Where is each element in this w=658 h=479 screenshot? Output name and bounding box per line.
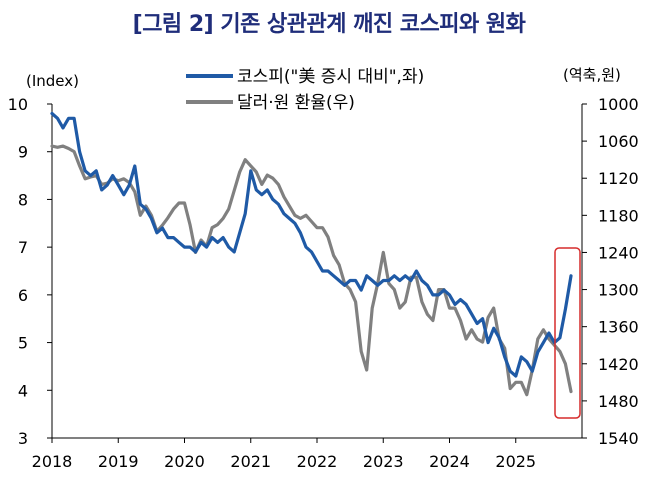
x-tick-label: 2025 bbox=[495, 452, 536, 471]
right-tick-label: 1180 bbox=[598, 206, 639, 225]
left-tick-label: 9 bbox=[18, 143, 28, 162]
x-tick-label: 2022 bbox=[297, 452, 338, 471]
left-tick-label: 6 bbox=[18, 286, 28, 305]
x-tick-label: 2021 bbox=[230, 452, 271, 471]
right-tick-label: 1480 bbox=[598, 392, 639, 411]
x-tick-label: 2018 bbox=[32, 452, 73, 471]
left-tick-label: 5 bbox=[18, 334, 28, 353]
right-tick-label: 1000 bbox=[598, 95, 639, 114]
left-tick-label: 4 bbox=[18, 381, 28, 400]
legend: 코스피("美 증시 대비",좌) 달러·원 환율(우) bbox=[186, 67, 424, 113]
x-tick-label: 2020 bbox=[164, 452, 205, 471]
x-tick-label: 2023 bbox=[363, 452, 404, 471]
usdkrw-line bbox=[50, 144, 573, 397]
right-tick-label: 1120 bbox=[598, 169, 639, 188]
right-tick-label: 1540 bbox=[598, 429, 639, 448]
x-tick-label: 2019 bbox=[98, 452, 139, 471]
left-axis-unit: (Index) bbox=[26, 72, 79, 90]
right-tick-label: 1420 bbox=[598, 355, 639, 374]
right-axis-unit: (역축,원) bbox=[563, 66, 621, 84]
chart-title: [그림 2] 기존 상관관계 깨진 코스피와 원화 bbox=[132, 12, 526, 37]
legend-label: 달러·원 환율(우) bbox=[237, 93, 355, 113]
legend-label: 코스피("美 증시 대비",좌) bbox=[237, 67, 424, 87]
left-tick-label: 7 bbox=[18, 238, 28, 257]
series-lines bbox=[50, 111, 573, 397]
highlight-box bbox=[554, 247, 581, 419]
x-tick-label: 2024 bbox=[429, 452, 470, 471]
left-tick-label: 10 bbox=[8, 95, 28, 114]
right-tick-label: 1240 bbox=[598, 243, 639, 262]
kospi-line bbox=[50, 111, 573, 378]
left-tick-label: 8 bbox=[18, 190, 28, 209]
right-tick-label: 1300 bbox=[598, 281, 639, 300]
axes: 3 4 5 6 7 8 9 10 1000 1060 1120 1180 1240 1300 1360 142… bbox=[8, 66, 639, 471]
right-tick-label: 1060 bbox=[598, 132, 639, 151]
left-tick-label: 3 bbox=[18, 429, 28, 448]
right-tick-label: 1360 bbox=[598, 318, 639, 337]
